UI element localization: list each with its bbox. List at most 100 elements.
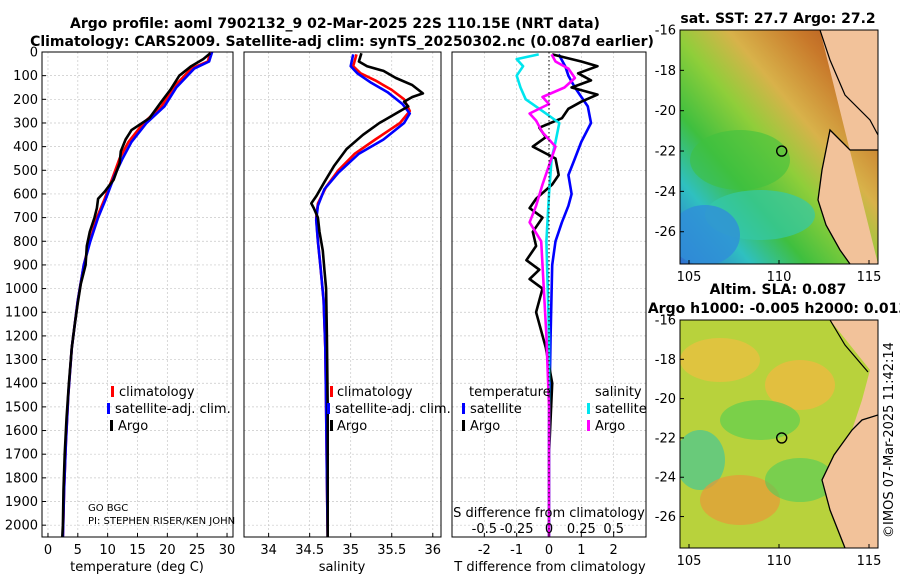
x-tick-label: 1 <box>577 543 585 558</box>
y-tick-label: 600 <box>13 187 38 202</box>
difference-s-xlabel: S difference from climatology <box>453 506 645 521</box>
coastline <box>819 30 878 136</box>
map-y-tick-label: -16 <box>655 314 676 329</box>
s-tick-label: 0.5 <box>603 522 624 537</box>
x-tick-label: 0 <box>545 543 553 558</box>
s-tick-label: -0.5 <box>472 522 497 537</box>
legend-swatch-s-argo <box>587 420 590 431</box>
series-line-climatology <box>314 54 412 537</box>
series-line-t-argo <box>525 53 599 537</box>
series-group <box>515 53 599 537</box>
sla-patch <box>700 475 780 525</box>
coastline <box>829 320 869 373</box>
sla-patch <box>680 430 725 490</box>
series-line-t-satellite <box>547 53 593 537</box>
sst-map <box>680 30 878 264</box>
map-y-tick-label: -22 <box>655 431 676 446</box>
map-y-tick-label: -16 <box>655 24 676 39</box>
map-y-tick-label: -24 <box>655 185 676 200</box>
y-tick-label: 1700 <box>5 448 38 463</box>
series-group <box>61 52 214 537</box>
map-y-tick-label: -26 <box>655 510 676 525</box>
land-australia <box>818 30 878 264</box>
temperature-xlabel: temperature (deg C) <box>70 560 204 575</box>
y-tick-label: 1000 <box>5 282 38 297</box>
y-tick-label: 500 <box>13 164 38 179</box>
sla-map-title1: Altim. SLA: 0.087 <box>710 282 847 298</box>
map-x-tick-label: 105 <box>677 554 702 569</box>
sla-patch <box>680 338 760 382</box>
sla-map-title2: Argo h1000: -0.005 h2000: 0.013 <box>648 301 900 317</box>
y-tick-label: 300 <box>13 116 38 131</box>
y-tick-label: 1800 <box>5 471 38 486</box>
map-y-tick-label: -24 <box>655 471 676 486</box>
legend-label-s-argo: Argo <box>595 419 625 434</box>
series-group <box>309 52 425 537</box>
salinity-legend: climatology satellite-adj. clim. Argo <box>327 385 451 434</box>
x-tick-label: 35.5 <box>377 543 406 558</box>
x-tick-label: 25 <box>189 543 206 558</box>
y-tick-label: 800 <box>13 235 38 250</box>
legend-swatch-climatology <box>330 386 333 397</box>
temperature-legend: climatology satellite-adj. clim. Argo <box>107 385 231 434</box>
legend-label-satellite: satellite-adj. clim. <box>115 402 231 417</box>
x-tick-label: 35 <box>342 543 359 558</box>
map-y-tick-label: -20 <box>655 104 676 119</box>
x-tick-label: 20 <box>159 543 176 558</box>
salinity-panel: 34 34.5 35 35.5 36 <box>243 51 442 558</box>
y-tick-label: 1900 <box>5 495 38 510</box>
series-line-s-satellite <box>515 53 561 537</box>
y-tick-label: 100 <box>13 69 38 84</box>
legend-swatch-t-argo <box>462 420 465 431</box>
y-tick-label: 900 <box>13 258 38 273</box>
legend-label-argo: Argo <box>118 419 148 434</box>
y-tick-label: 700 <box>13 211 38 226</box>
x-tick-label: -1 <box>510 543 523 558</box>
x-tick-label: 15 <box>129 543 146 558</box>
sst-patch <box>680 205 740 264</box>
argo-location-marker <box>776 145 788 157</box>
s-tick-label: 0 <box>545 522 553 537</box>
x-tick-label: 34.5 <box>295 543 324 558</box>
y-tick-label: 1100 <box>5 306 38 321</box>
s-tick-label: 0.25 <box>567 522 596 537</box>
salinity-xlabel: salinity <box>319 560 366 575</box>
program-annotation: GO BGC <box>88 503 128 514</box>
y-tick-label: 1300 <box>5 353 38 368</box>
y-tick-label: 1200 <box>5 329 38 344</box>
series-line-s-argo <box>528 53 577 537</box>
title-line2: Climatology: CARS2009. Satellite-adj cli… <box>30 34 654 50</box>
legend-label-s-satellite: satellite <box>595 402 647 417</box>
sla-patch <box>765 360 835 410</box>
sla-map <box>680 320 878 548</box>
y-tick-label: 1500 <box>5 400 38 415</box>
series-line-climatology <box>61 52 212 537</box>
coastline <box>817 128 878 264</box>
difference-xlabel: T difference from climatology <box>453 560 646 575</box>
map-y-tick-label: -18 <box>655 353 676 368</box>
coastline <box>821 414 878 548</box>
legend-label-climatology: climatology <box>337 385 413 400</box>
panel-frame <box>243 51 442 538</box>
s-tick-label: -0.25 <box>500 522 534 537</box>
x-tick-label: 10 <box>99 543 116 558</box>
x-tick-label: 5 <box>74 543 82 558</box>
sst-patch <box>690 130 790 190</box>
temperature-panel: 0 5 10 15 20 25 300100200300400500600700800900… <box>5 46 235 559</box>
sst-map-title: sat. SST: 27.7 Argo: 27.2 <box>680 11 875 27</box>
map-y-tick-label: -26 <box>655 225 676 240</box>
map-y-tick-label: -22 <box>655 145 676 160</box>
legend-label-t-satellite: satellite <box>470 402 522 417</box>
difference-legend: temperature satellite Argo salinity sate… <box>462 385 647 434</box>
y-tick-label: 1400 <box>5 377 38 392</box>
legend-swatch-satellite <box>107 403 110 414</box>
map-y-tick-label: -20 <box>655 392 676 407</box>
series-line-argo <box>61 52 212 537</box>
x-tick-label: -2 <box>478 543 491 558</box>
x-tick-label: 30 <box>219 543 236 558</box>
legend-swatch-argo <box>110 420 113 431</box>
y-tick-label: 400 <box>13 140 38 155</box>
legend-label-climatology: climatology <box>119 385 195 400</box>
sla-axes: 105 110 115 -16 -18 -20 -22 -24 -26 <box>655 314 882 570</box>
